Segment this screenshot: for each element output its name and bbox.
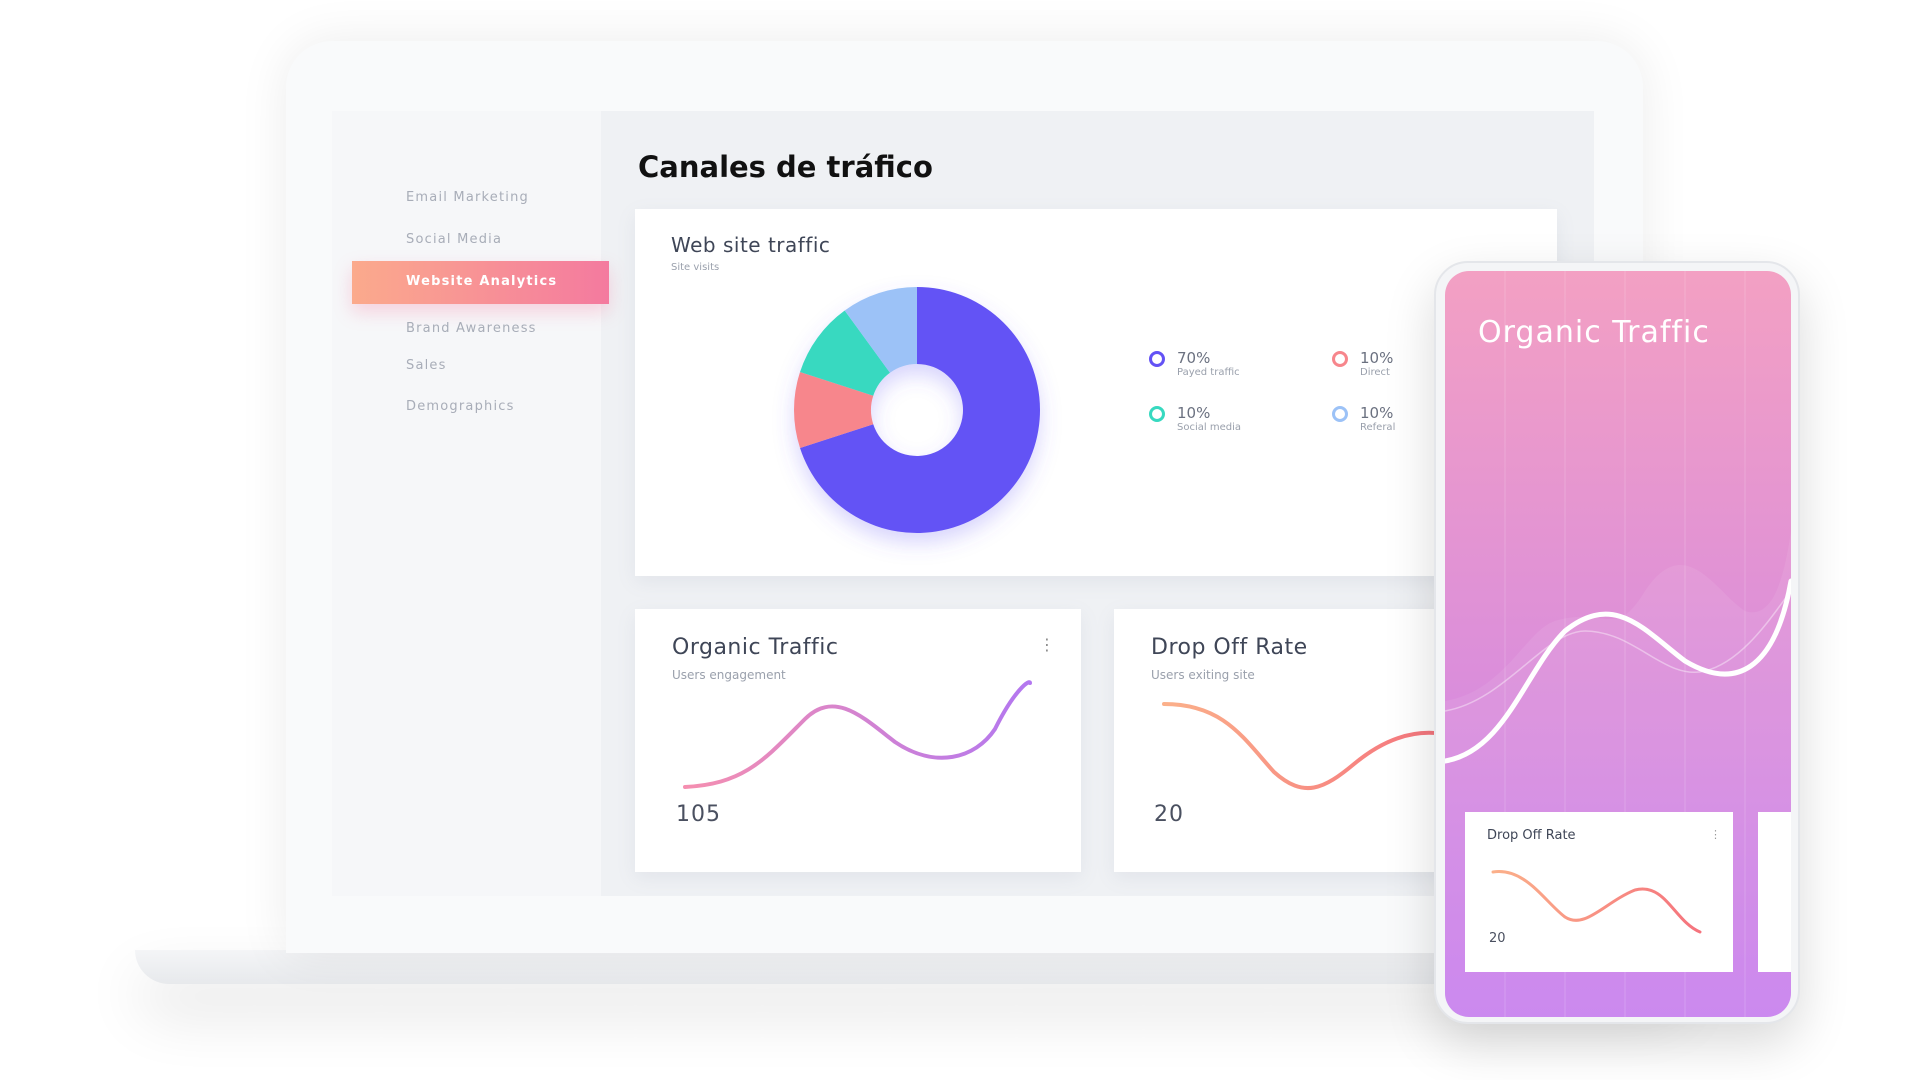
donut-segment <box>844 287 917 373</box>
donut-segment <box>800 287 1040 533</box>
legend-marker <box>1149 351 1165 367</box>
card-subtitle: Site visits <box>671 262 720 273</box>
card-subtitle: Users engagement <box>672 668 786 682</box>
legend-label: Direct <box>1360 367 1390 378</box>
phone-card-value: 20 <box>1489 931 1506 946</box>
card-subtitle: Users exiting site <box>1151 668 1255 682</box>
sidebar <box>332 111 601 896</box>
donut-chart <box>793 287 1040 533</box>
legend-label: Referal <box>1360 422 1396 433</box>
legend-value: 10% <box>1360 349 1394 367</box>
card-title: Drop Off Rate <box>1151 635 1308 660</box>
card-title: Organic Traffic <box>672 635 839 660</box>
card-title: Web site traffic <box>671 233 831 257</box>
legend-marker <box>1149 406 1165 422</box>
phone-card: Drop Off Rate ⋮ 20 <box>1465 812 1733 972</box>
sidebar-item[interactable]: Sales <box>406 358 447 373</box>
sidebar-item[interactable]: Demographics <box>406 399 515 414</box>
donut-segment <box>800 310 890 396</box>
sidebar-item[interactable]: Social Media <box>406 232 503 247</box>
donut-segments <box>793 287 1040 533</box>
organic-card: Organic Traffic Users engagement ⋮ 105 <box>635 609 1081 872</box>
laptop-base <box>135 950 1690 984</box>
donut-segment <box>793 371 874 449</box>
organic-value: 105 <box>676 802 721 827</box>
active-highlight <box>352 261 609 304</box>
sidebar-item[interactable]: Email Marketing <box>406 190 529 205</box>
web-traffic-card: Web site traffic Site visits <box>635 209 1557 576</box>
phone-card-curve <box>1491 870 1702 934</box>
legend-marker <box>1332 351 1348 367</box>
phone-screen: Organic Traffic Drop Off Rate ⋮ 20 <box>1445 271 1791 1017</box>
organic-curve <box>683 680 1032 789</box>
phone-card-title: Drop Off Rate <box>1487 828 1576 843</box>
legend-label: Social media <box>1177 422 1241 433</box>
drop-off-curve <box>1162 702 1446 790</box>
legend-label: Payed traffic <box>1177 367 1240 378</box>
legend-marker <box>1332 406 1348 422</box>
legend-value: 70% <box>1177 349 1211 367</box>
page-title: Canales de tráfico <box>638 150 933 184</box>
phone-card-partial <box>1758 812 1791 972</box>
legend-value: 10% <box>1360 404 1394 422</box>
phone-card-dots[interactable]: ⋮ <box>1710 828 1721 841</box>
phone-title: Organic Traffic <box>1478 315 1710 350</box>
legend-value: 10% <box>1177 404 1211 422</box>
sidebar-item[interactable]: Brand Awareness <box>406 321 537 336</box>
menu-dots[interactable]: ⋮ <box>1039 635 1055 654</box>
drop-off-value: 20 <box>1154 802 1184 827</box>
sidebar-item[interactable]: Website Analytics <box>406 274 558 289</box>
